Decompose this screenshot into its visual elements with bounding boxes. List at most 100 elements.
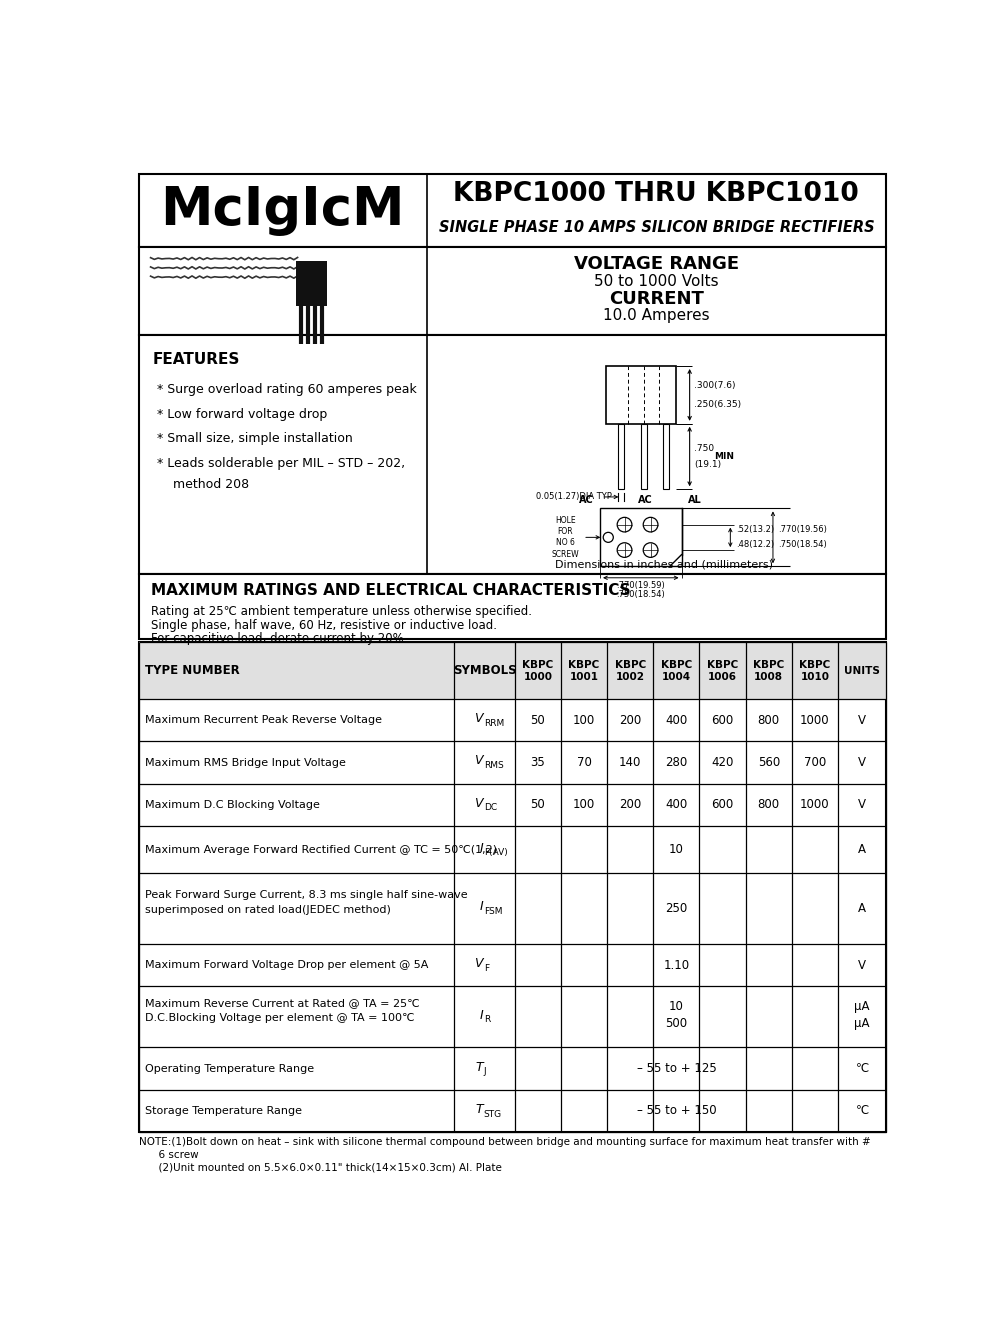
Text: T: T xyxy=(475,1103,483,1116)
Bar xyxy=(139,643,886,1132)
Text: MAXIMUM RATINGS AND ELECTRICAL CHARACTERISTICS: MAXIMUM RATINGS AND ELECTRICAL CHARACTER… xyxy=(151,583,630,598)
Text: .770(19.59): .770(19.59) xyxy=(616,580,665,590)
Text: HOLE
FOR
NO 6
SCREW: HOLE FOR NO 6 SCREW xyxy=(551,516,579,559)
Text: .300(7.6): .300(7.6) xyxy=(694,381,736,390)
Text: FSM: FSM xyxy=(484,906,502,916)
Text: 400: 400 xyxy=(665,714,688,726)
Bar xyxy=(663,424,669,489)
Text: KBPC
1010: KBPC 1010 xyxy=(799,660,831,682)
Text: A: A xyxy=(858,844,866,856)
Bar xyxy=(139,643,886,699)
Text: Storage Temperature Range: Storage Temperature Range xyxy=(145,1106,302,1116)
Text: A: A xyxy=(858,902,866,915)
Text: Peak Forward Surge Current, 8.3 ms single half sine-wave: Peak Forward Surge Current, 8.3 ms singl… xyxy=(145,889,468,900)
Text: * Surge overload rating 60 amperes peak: * Surge overload rating 60 amperes peak xyxy=(157,382,417,396)
Text: 50: 50 xyxy=(530,714,545,726)
Text: SYMBOLS: SYMBOLS xyxy=(453,664,516,678)
Text: FEATURES: FEATURES xyxy=(153,352,240,368)
Text: J: J xyxy=(484,1067,486,1076)
Text: R: R xyxy=(484,1015,490,1024)
Text: Operating Temperature Range: Operating Temperature Range xyxy=(145,1064,314,1074)
Text: method 208: method 208 xyxy=(157,479,249,492)
Text: μA: μA xyxy=(854,1000,870,1013)
Text: .250(6.35): .250(6.35) xyxy=(694,400,741,409)
Text: SINGLE PHASE 10 AMPS SILICON BRIDGE RECTIFIERS: SINGLE PHASE 10 AMPS SILICON BRIDGE RECT… xyxy=(439,219,874,235)
Text: F: F xyxy=(484,964,489,972)
Text: KBPC
1008: KBPC 1008 xyxy=(753,660,784,682)
Text: V: V xyxy=(858,714,866,726)
Text: .52(13.2): .52(13.2) xyxy=(736,525,774,535)
Text: RRM: RRM xyxy=(484,719,504,727)
Text: 400: 400 xyxy=(665,798,688,812)
Text: 10: 10 xyxy=(669,844,684,856)
Text: 800: 800 xyxy=(758,798,780,812)
Text: MIN: MIN xyxy=(714,452,734,461)
Text: V: V xyxy=(474,797,483,810)
Text: AC: AC xyxy=(638,496,652,505)
Text: * Leads solderable per MIL – STD – 202,: * Leads solderable per MIL – STD – 202, xyxy=(157,457,405,469)
Text: VOLTAGE RANGE: VOLTAGE RANGE xyxy=(574,255,739,273)
Text: AC: AC xyxy=(579,496,594,505)
Text: 50 to 1000 Volts: 50 to 1000 Volts xyxy=(594,274,719,289)
Text: V: V xyxy=(474,713,483,725)
Text: μA: μA xyxy=(854,1017,870,1031)
Text: KBPC
1002: KBPC 1002 xyxy=(615,660,646,682)
Text: F(AV): F(AV) xyxy=(484,848,507,857)
Text: .770(19.56): .770(19.56) xyxy=(778,525,827,535)
Text: D.C.Blocking Voltage per element @ TA = 100℃: D.C.Blocking Voltage per element @ TA = … xyxy=(145,1013,415,1023)
Text: McIgIcM: McIgIcM xyxy=(161,185,405,237)
Text: 10: 10 xyxy=(669,1000,684,1013)
Text: 560: 560 xyxy=(758,755,780,769)
Text: Maximum Reverse Current at Rated @ TA = 25℃: Maximum Reverse Current at Rated @ TA = … xyxy=(145,997,420,1008)
Text: TYPE NUMBER: TYPE NUMBER xyxy=(145,664,240,678)
Text: (2)Unit mounted on 5.5×6.0×0.11" thick(14×15×0.3cm) Al. Plate: (2)Unit mounted on 5.5×6.0×0.11" thick(1… xyxy=(139,1163,502,1173)
Text: 1000: 1000 xyxy=(800,714,830,726)
Text: I: I xyxy=(479,901,483,913)
Text: 500: 500 xyxy=(665,1017,687,1031)
Text: (19.1): (19.1) xyxy=(694,460,721,468)
Text: 200: 200 xyxy=(619,714,641,726)
Text: CURRENT: CURRENT xyxy=(609,290,704,308)
Text: Maximum Recurrent Peak Reverse Voltage: Maximum Recurrent Peak Reverse Voltage xyxy=(145,715,382,725)
Text: V: V xyxy=(858,755,866,769)
Text: * Small size, simple installation: * Small size, simple installation xyxy=(157,432,353,445)
Text: KBPC1000 THRU KBPC1010: KBPC1000 THRU KBPC1010 xyxy=(453,182,859,207)
Bar xyxy=(139,174,886,247)
Text: I: I xyxy=(479,841,483,854)
Text: 100: 100 xyxy=(573,798,595,812)
Text: .750(18.54): .750(18.54) xyxy=(616,590,665,599)
Text: NOTE:(1)Bolt down on heat – sink with silicone thermal compound between bridge a: NOTE:(1)Bolt down on heat – sink with si… xyxy=(139,1136,871,1147)
Text: 800: 800 xyxy=(758,714,780,726)
Text: 50: 50 xyxy=(530,798,545,812)
Text: 280: 280 xyxy=(665,755,688,769)
Text: KBPC
1006: KBPC 1006 xyxy=(707,660,738,682)
Text: 10.0 Amperes: 10.0 Amperes xyxy=(603,309,710,324)
Text: superimposed on rated load(JEDEC method): superimposed on rated load(JEDEC method) xyxy=(145,905,391,915)
Text: Single phase, half wave, 60 Hz, resistive or inductive load.: Single phase, half wave, 60 Hz, resistiv… xyxy=(151,619,497,631)
Text: .750(18.54): .750(18.54) xyxy=(778,540,827,550)
Text: For capacitive load, derate current by 20%: For capacitive load, derate current by 2… xyxy=(151,632,403,646)
Text: 420: 420 xyxy=(711,755,734,769)
Text: V: V xyxy=(858,798,866,812)
Text: Maximum D.C Blocking Voltage: Maximum D.C Blocking Voltage xyxy=(145,800,320,810)
Bar xyxy=(600,508,682,567)
Text: 600: 600 xyxy=(711,798,734,812)
Text: .750: .750 xyxy=(694,444,714,453)
Bar xyxy=(139,247,886,336)
Text: T: T xyxy=(475,1060,483,1074)
Text: – 55 to + 150: – 55 to + 150 xyxy=(637,1104,716,1118)
Text: V: V xyxy=(474,754,483,767)
Text: ℃: ℃ xyxy=(855,1062,869,1075)
Bar xyxy=(641,424,647,489)
Text: – 55 to + 125: – 55 to + 125 xyxy=(637,1062,716,1075)
Text: DC: DC xyxy=(484,804,497,813)
Text: I: I xyxy=(479,1009,483,1021)
Text: 140: 140 xyxy=(619,755,641,769)
Text: AL: AL xyxy=(688,496,701,505)
Bar xyxy=(139,336,886,574)
Text: RMS: RMS xyxy=(484,761,503,770)
Text: KBPC
1004: KBPC 1004 xyxy=(661,660,692,682)
Text: 700: 700 xyxy=(804,755,826,769)
Text: 250: 250 xyxy=(665,902,688,915)
Text: STG: STG xyxy=(484,1110,502,1119)
